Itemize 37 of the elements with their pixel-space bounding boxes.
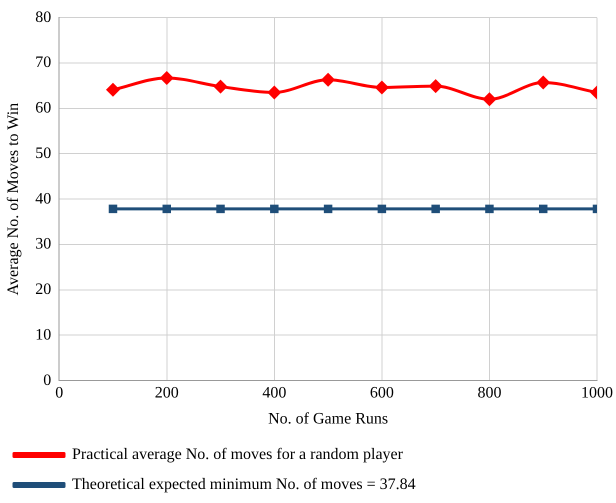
x-tick-label: 0 bbox=[55, 384, 64, 402]
point bbox=[108, 204, 118, 214]
y-tick-label: 60 bbox=[35, 100, 52, 117]
point bbox=[428, 79, 443, 94]
y-axis-title: Average No. of Moves to Win bbox=[4, 102, 22, 296]
x-axis-title: No. of Game Runs bbox=[268, 410, 388, 428]
y-tick-label: 50 bbox=[35, 144, 52, 162]
point bbox=[485, 204, 494, 214]
point bbox=[324, 204, 332, 214]
x-tick-label: 600 bbox=[370, 384, 394, 402]
x-tick-label: 1000 bbox=[581, 384, 613, 402]
legend-label: Practical average No. of moves for a random player bbox=[72, 446, 404, 464]
y-tick-label: 80 bbox=[35, 8, 52, 26]
x-tick-label: 800 bbox=[477, 384, 502, 402]
point bbox=[214, 80, 228, 94]
point bbox=[374, 80, 389, 94]
y-tick-label: 20 bbox=[35, 281, 52, 298]
y-tick-label: 10 bbox=[35, 326, 52, 344]
point bbox=[431, 204, 440, 214]
point bbox=[536, 75, 550, 90]
point bbox=[216, 204, 225, 214]
point bbox=[162, 204, 172, 214]
point bbox=[160, 70, 174, 85]
point bbox=[267, 85, 282, 100]
point bbox=[270, 204, 279, 214]
legend-label: Theoretical expected minimum No. of moves = 37.84 bbox=[72, 476, 416, 494]
point bbox=[106, 82, 120, 97]
x-tick-label: 200 bbox=[154, 384, 179, 402]
point bbox=[538, 204, 548, 214]
point bbox=[378, 204, 386, 214]
y-tick-label: 0 bbox=[43, 372, 52, 389]
point bbox=[321, 72, 336, 87]
point bbox=[482, 92, 496, 106]
y-tick-label: 70 bbox=[35, 54, 52, 72]
y-tick-label: 40 bbox=[35, 190, 52, 208]
x-tick-label: 400 bbox=[262, 384, 286, 402]
y-tick-label: 30 bbox=[35, 236, 52, 253]
